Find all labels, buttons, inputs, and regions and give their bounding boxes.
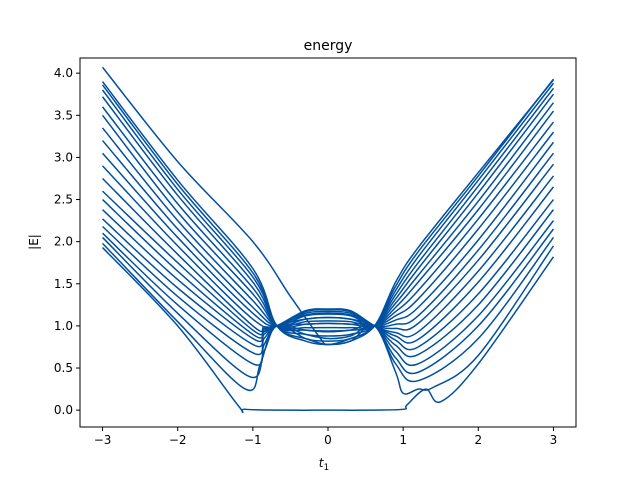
x-tick-label: 1 (399, 433, 407, 447)
energy-branch-15 (101, 102, 555, 331)
x-axis-ticks: −3 −2 −1 0 1 2 3 (94, 427, 558, 447)
x-tick-label: −2 (169, 433, 187, 447)
energy-branch-0 (102, 247, 555, 414)
energy-branch-10 (102, 152, 555, 329)
energy-branch-17 (101, 87, 555, 337)
x-tick-label: 3 (550, 433, 558, 447)
x-axis-label-main: t (319, 456, 325, 470)
x-axis-label: t1 (319, 456, 329, 473)
y-axis-ticks: 0.0 0.5 1.0 1.5 2.0 2.5 3.0 3.5 4.0 (54, 66, 80, 417)
y-axis-label: |E| (27, 234, 41, 250)
x-axis-label-subscript: 1 (323, 463, 329, 473)
energy-branch-20 (101, 66, 555, 346)
y-tick-label: 0.5 (54, 361, 73, 375)
series-group (101, 66, 555, 414)
x-tick-label: −1 (244, 433, 262, 447)
y-tick-label: 4.0 (54, 66, 73, 80)
energy-branch-19 (101, 78, 555, 346)
energy-branch-18 (101, 82, 555, 342)
energy-branch-11 (101, 141, 555, 327)
y-tick-label: 2.0 (54, 235, 73, 249)
chart-title: energy (304, 38, 353, 54)
energy-branch-13 (101, 121, 555, 328)
x-tick-label: 0 (324, 433, 332, 447)
y-tick-label: 3.5 (54, 108, 73, 122)
x-tick-label: 2 (474, 433, 482, 447)
energy-branch-6 (102, 199, 555, 351)
energy-branch-9 (102, 163, 555, 333)
energy-branch-14 (101, 110, 555, 329)
energy-branch-3 (102, 228, 555, 375)
energy-branch-8 (102, 175, 555, 338)
energy-branch-16 (101, 93, 555, 332)
energy-branch-12 (101, 131, 555, 327)
energy-branch-2 (102, 236, 555, 383)
y-tick-label: 1.0 (54, 319, 73, 333)
y-tick-label: 0.0 (54, 403, 73, 417)
y-tick-label: 2.5 (54, 193, 73, 207)
y-tick-label: 3.0 (54, 150, 73, 164)
x-tick-label: −3 (94, 433, 112, 447)
y-tick-label: 1.5 (54, 277, 73, 291)
